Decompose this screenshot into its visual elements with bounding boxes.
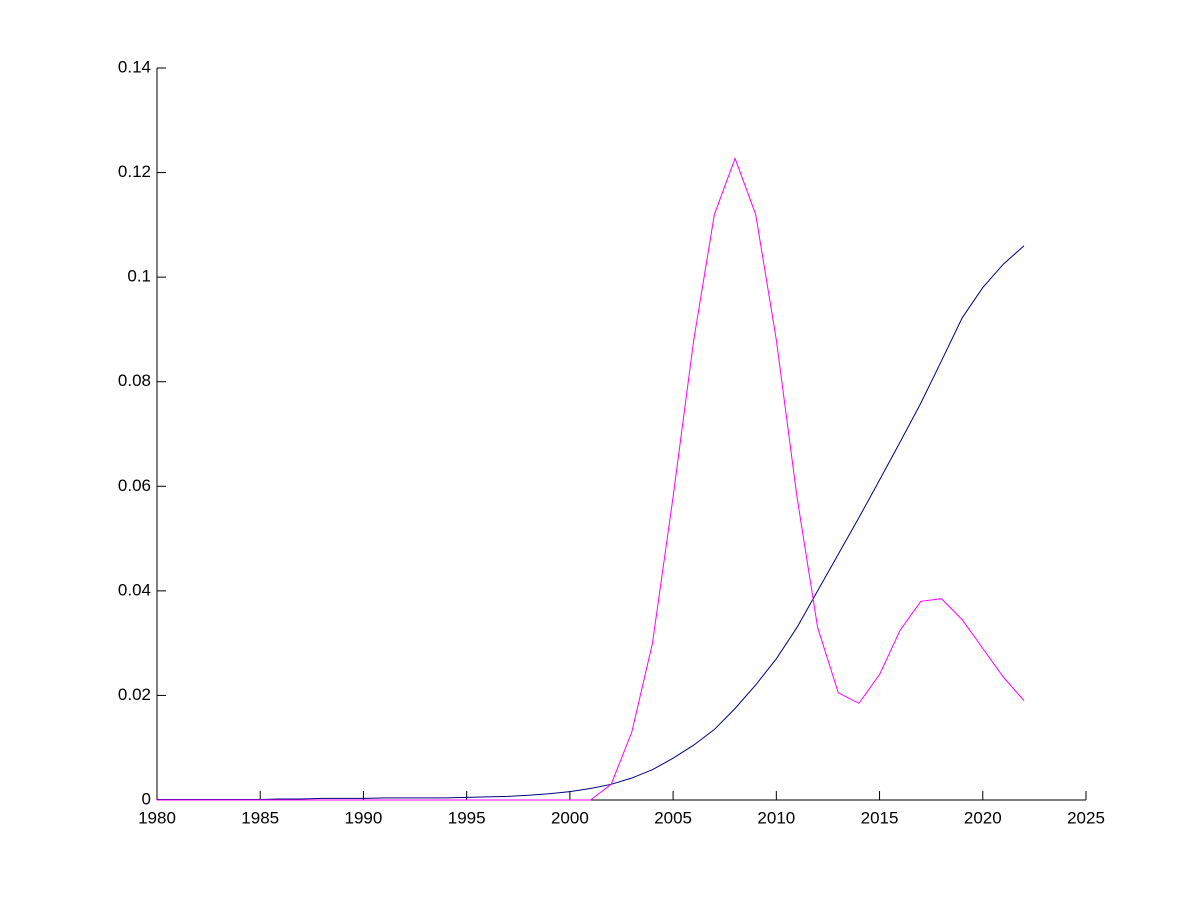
x-tick-label: 2005 — [654, 808, 692, 827]
x-tick-label: 1990 — [345, 808, 383, 827]
y-tick-label: 0 — [142, 789, 151, 808]
x-tick-label: 2000 — [551, 808, 589, 827]
x-tick-label: 2015 — [861, 808, 899, 827]
y-tick-label: 0.14 — [118, 57, 151, 76]
series-line — [157, 157, 1025, 801]
x-tick-label: 1980 — [138, 808, 176, 827]
y-tick-label: 0.1 — [127, 267, 151, 286]
x-tick-label: 2010 — [757, 808, 795, 827]
y-tick-label: 0.06 — [118, 476, 151, 495]
y-tick-label: 0.02 — [118, 685, 151, 704]
x-tick-label: 2025 — [1067, 808, 1105, 827]
x-tick-label: 1995 — [448, 808, 486, 827]
y-tick-label: 0.12 — [118, 162, 151, 181]
y-tick-label: 0.04 — [118, 580, 151, 599]
y-tick-label: 0.08 — [118, 371, 151, 390]
x-tick-label: 2020 — [964, 808, 1002, 827]
series-line — [157, 245, 1025, 800]
x-tick-label: 1985 — [241, 808, 279, 827]
